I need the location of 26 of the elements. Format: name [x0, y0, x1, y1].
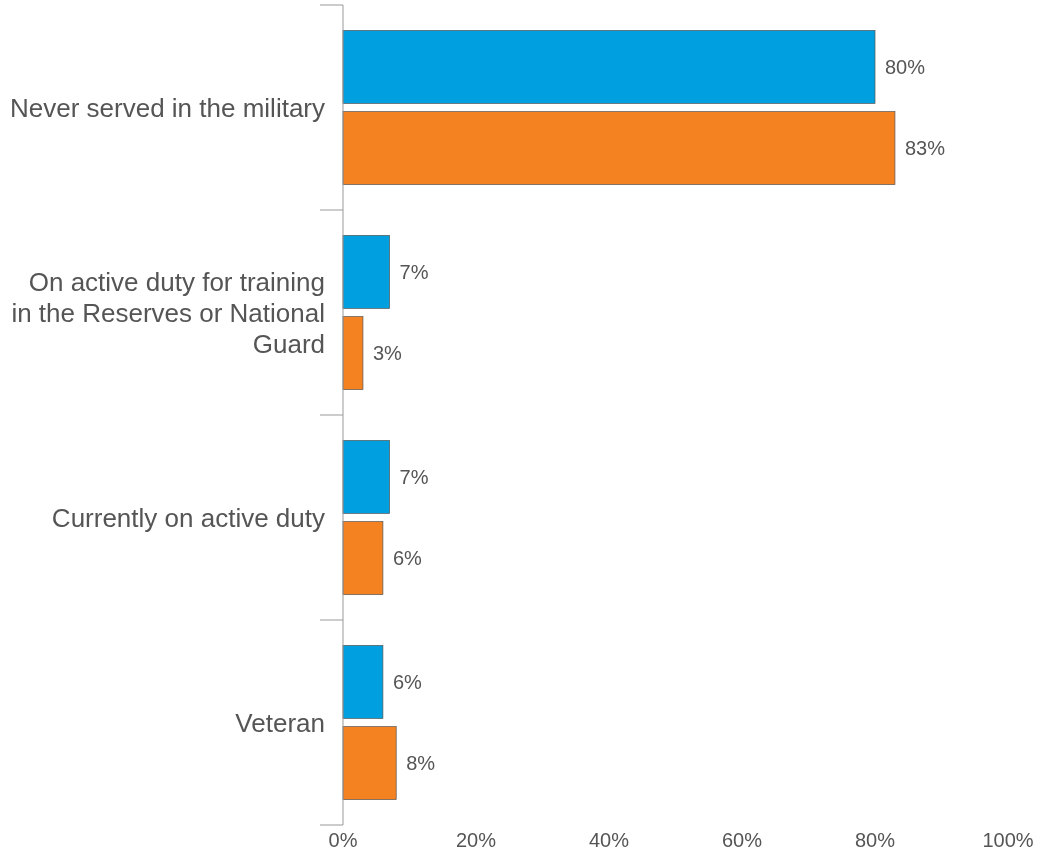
x-tick-label: 80%	[854, 829, 896, 851]
data-label: 6%	[392, 670, 423, 693]
bar	[342, 316, 364, 390]
data-label: 6%	[392, 547, 423, 570]
data-label: 7%	[399, 260, 429, 283]
data-label: 8%	[406, 752, 436, 775]
x-tick-label: 100%	[982, 829, 1034, 851]
bar	[342, 235, 390, 309]
data-label: 7%	[399, 465, 429, 488]
bar	[342, 111, 896, 185]
bar	[342, 726, 397, 800]
bar	[342, 645, 384, 719]
x-tick-label: 40%	[588, 829, 630, 851]
bar	[342, 521, 384, 595]
y-tick-label: Currently on active duty	[51, 502, 325, 533]
x-tick-label: 0%	[328, 829, 358, 851]
y-tick-label: Never served in the military	[10, 92, 325, 123]
x-tick-label: 20%	[455, 829, 497, 851]
data-label: 80%	[885, 55, 926, 78]
bar	[342, 440, 390, 514]
bar	[342, 30, 876, 104]
data-label: 3%	[372, 342, 403, 365]
data-label: 83%	[904, 137, 946, 160]
y-tick-label: Veteran	[235, 707, 325, 738]
x-tick-label: 60%	[721, 829, 763, 851]
y-tick-label: On active duty for training in the Reserves or National Guard	[11, 266, 325, 359]
